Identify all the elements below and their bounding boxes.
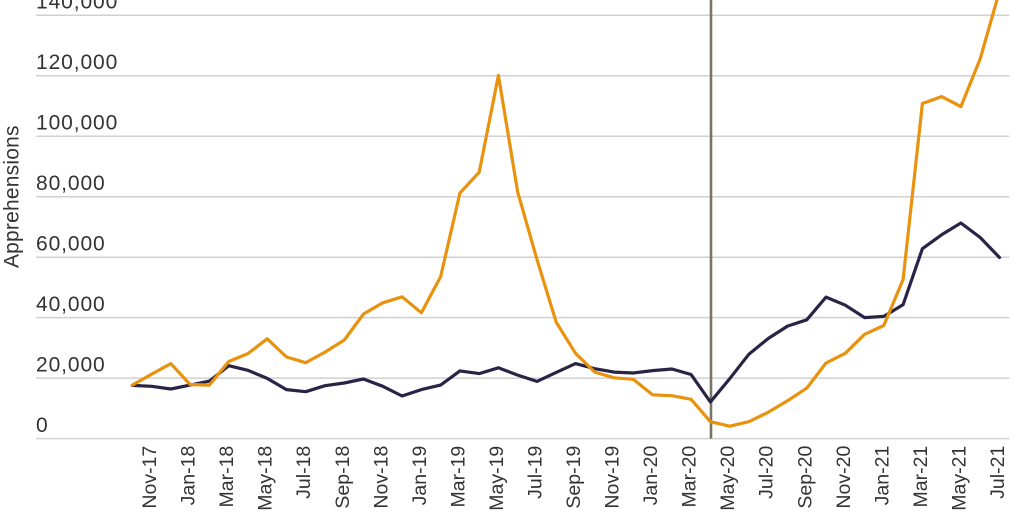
svg-text:Nov-20: Nov-20: [833, 446, 855, 509]
svg-text:140,000: 140,000: [36, 0, 118, 14]
svg-text:Nov-19: Nov-19: [602, 446, 624, 509]
svg-text:40,000: 40,000: [36, 293, 106, 316]
svg-text:Jan-18: Jan-18: [178, 446, 200, 506]
svg-text:120,000: 120,000: [36, 51, 118, 74]
svg-text:80,000: 80,000: [36, 172, 106, 195]
svg-text:0: 0: [36, 414, 49, 437]
svg-text:Mar-18: Mar-18: [216, 446, 238, 508]
svg-text:Jul-18: Jul-18: [293, 446, 315, 499]
svg-text:60,000: 60,000: [36, 233, 106, 256]
svg-text:20,000: 20,000: [36, 354, 106, 377]
svg-text:Sep-20: Sep-20: [794, 446, 816, 509]
svg-text:Sep-18: Sep-18: [332, 446, 354, 509]
svg-text:Mar-20: Mar-20: [679, 446, 701, 508]
svg-text:May-21: May-21: [948, 446, 970, 511]
svg-text:Sep-19: Sep-19: [563, 446, 585, 509]
svg-text:Jan-20: Jan-20: [640, 446, 662, 506]
svg-text:May-18: May-18: [255, 446, 277, 511]
svg-text:May-20: May-20: [717, 446, 739, 511]
svg-text:Nov-17: Nov-17: [139, 446, 161, 509]
svg-text:Apprehensions: Apprehensions: [1, 125, 24, 268]
svg-text:Mar-21: Mar-21: [910, 446, 932, 508]
svg-text:Jul-19: Jul-19: [525, 446, 547, 499]
svg-text:Jan-21: Jan-21: [871, 446, 893, 506]
svg-text:Mar-19: Mar-19: [447, 446, 469, 508]
svg-text:Jan-19: Jan-19: [409, 446, 431, 506]
svg-text:Jul-21: Jul-21: [987, 446, 1009, 499]
svg-text:100,000: 100,000: [36, 112, 118, 135]
svg-text:Nov-18: Nov-18: [370, 446, 392, 509]
svg-text:May-19: May-19: [486, 446, 508, 511]
svg-text:Jul-20: Jul-20: [756, 446, 778, 499]
